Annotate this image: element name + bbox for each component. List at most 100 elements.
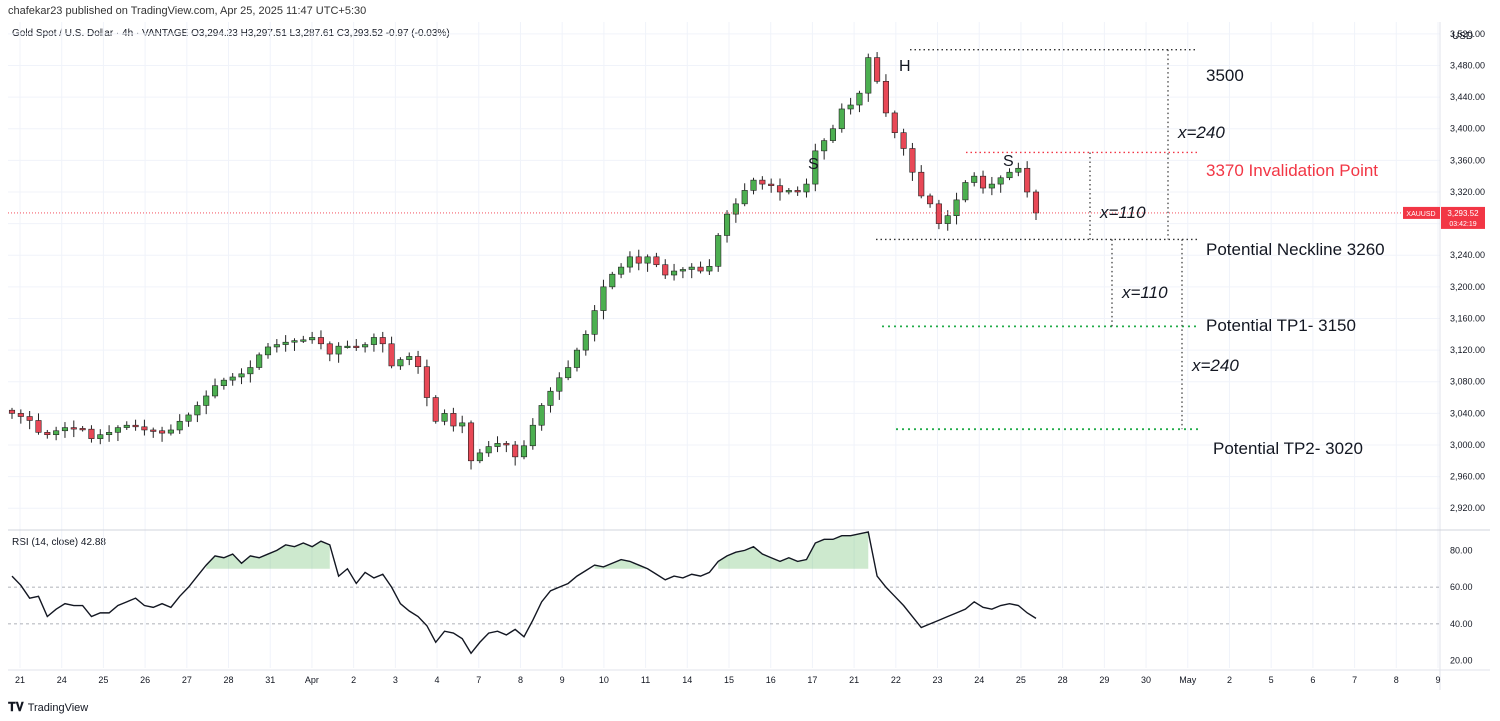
- time-tick-label: 24: [57, 675, 67, 685]
- time-tick-label: 3: [393, 675, 398, 685]
- candle-down: [874, 57, 881, 82]
- candle-down: [17, 413, 24, 417]
- time-tick-label: 31: [265, 675, 275, 685]
- tp1-label: Potential TP1- 3150: [1206, 316, 1356, 335]
- candle-down: [918, 171, 925, 197]
- candle-up: [573, 349, 581, 368]
- candle-up: [547, 390, 554, 406]
- time-tick-label: 9: [1435, 675, 1440, 685]
- candle-up: [300, 339, 307, 342]
- time-tick-label: 17: [807, 675, 817, 685]
- rsi-overbought-fill: [206, 541, 330, 569]
- price-tick-label: 3,120.00: [1450, 345, 1485, 355]
- price-tag: [1441, 206, 1485, 229]
- level-3500-label: 3500: [1206, 66, 1244, 85]
- footer-brand: 𝐓𝐕 TradingView: [8, 700, 88, 715]
- neckline-label: Potential Neckline 3260: [1206, 240, 1385, 259]
- time-tick-label: 11: [641, 675, 650, 685]
- candle-down: [26, 416, 33, 421]
- candle-up: [476, 452, 483, 462]
- candle-up: [256, 354, 263, 368]
- currency-label[interactable]: USD: [1452, 31, 1474, 42]
- candle-up: [520, 445, 528, 458]
- candle-up: [785, 190, 792, 193]
- candle-up: [750, 179, 757, 191]
- candle-up: [847, 104, 854, 110]
- time-tick-label: 5: [1269, 675, 1274, 685]
- candle-up: [229, 376, 236, 381]
- candle-up: [61, 427, 69, 432]
- tp2-label: Potential TP2- 3020: [1213, 439, 1363, 458]
- candle-down: [697, 266, 704, 272]
- rsi-overbought-fill: [718, 532, 869, 569]
- time-tick-label: 28: [1058, 675, 1068, 685]
- tradingview-logo-icon: 𝐓𝐕: [8, 700, 24, 714]
- candle-up: [618, 266, 625, 275]
- candle-up: [185, 414, 192, 422]
- candle-up: [167, 429, 174, 434]
- candle-down: [909, 148, 916, 173]
- candle-down: [159, 430, 166, 434]
- left-shoulder-label: S: [808, 156, 819, 173]
- candle-down: [432, 397, 439, 422]
- rsi-legend[interactable]: RSI (14, close) 42.88: [12, 537, 106, 548]
- time-tick-label: 25: [98, 675, 108, 685]
- time-tick-label: 7: [1352, 675, 1357, 685]
- candle-down: [653, 256, 660, 266]
- candle-up: [211, 385, 219, 397]
- candle-up: [600, 286, 607, 311]
- candle-up: [344, 345, 351, 348]
- price-tick-label: 3,360.00: [1450, 155, 1485, 165]
- candle-up: [273, 344, 280, 348]
- candle-up: [529, 424, 536, 447]
- candle-up: [971, 175, 978, 183]
- level-lines: [8, 48, 1440, 431]
- candle-down: [503, 443, 510, 446]
- candle-up: [1015, 167, 1022, 173]
- rsi-tick-label: 80.00: [1450, 545, 1473, 555]
- footer-brand-label: TradingView: [27, 701, 89, 714]
- candle-up: [812, 150, 819, 185]
- candle-up: [291, 340, 298, 343]
- rsi-overbought-fill: [594, 559, 648, 569]
- candle-up: [803, 183, 810, 193]
- candle-up: [671, 270, 678, 276]
- candle-down: [423, 366, 430, 398]
- candle-down: [882, 80, 889, 114]
- price-tick-label: 3,240.00: [1450, 250, 1485, 260]
- time-tick-label: 10: [599, 675, 609, 685]
- candle-down: [662, 264, 669, 276]
- candle-down: [88, 428, 95, 439]
- candle-up: [123, 424, 130, 428]
- candle-up: [538, 405, 545, 426]
- price-tick-label: 3,040.00: [1450, 408, 1485, 418]
- price-tick-label: 2,960.00: [1450, 472, 1485, 482]
- publish-info: chafekar23 published on TradingView.com,…: [8, 5, 367, 17]
- candle-up: [732, 203, 739, 215]
- time-tick-label: 28: [224, 675, 234, 685]
- candle-down: [635, 256, 642, 264]
- time-tick-label: 27: [182, 675, 192, 685]
- price-tick-label: 3,520.00: [1450, 29, 1485, 39]
- candle-up: [582, 333, 589, 351]
- price-tick-label: 3,440.00: [1450, 92, 1485, 102]
- price-tick-label: 3,200.00: [1450, 282, 1485, 292]
- candle-up: [997, 177, 1004, 185]
- candle-down: [927, 195, 934, 205]
- candle-up: [962, 182, 969, 201]
- time-tick-label: 29: [1099, 675, 1109, 685]
- price-tag-label: 3,293.52: [1447, 209, 1479, 218]
- candle-down: [70, 427, 77, 430]
- candle-up: [988, 183, 995, 189]
- candle-up: [203, 395, 210, 406]
- candle-up: [485, 446, 492, 454]
- x240-bottom-label: x=240: [1191, 356, 1239, 375]
- candle-down: [415, 356, 422, 368]
- candlestick-series: [8, 52, 1040, 470]
- time-axis: 21 24 25 26 27 28 31 Apr 2 3 4 7 8 9 10 11 14 15 16 17 21 22 2…: [15, 675, 1441, 685]
- price-axis: 3,520.00 3,480.00 3,440.00 3,400.00 3,360.00…: [1450, 29, 1485, 666]
- candle-up: [264, 346, 272, 356]
- candle-up: [829, 128, 837, 141]
- candle-up: [441, 413, 448, 422]
